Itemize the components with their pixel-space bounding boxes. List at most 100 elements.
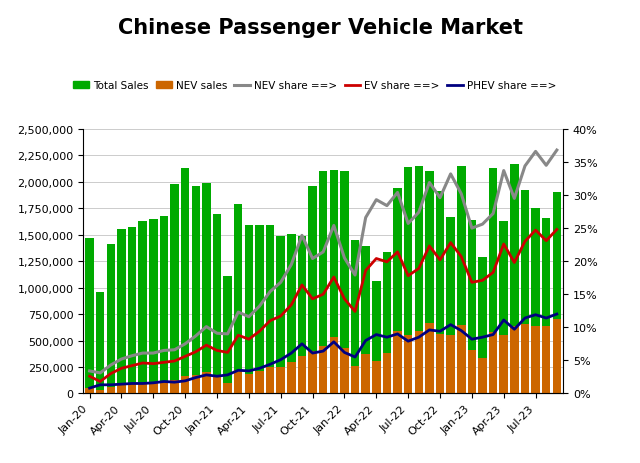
Bar [96,292,104,394]
PHEV share ==> [511,327,518,332]
EV share ==> [287,302,295,308]
EV share ==> [150,361,157,367]
Bar [415,167,423,394]
NEV share ==> [542,163,550,169]
Bar [340,348,349,394]
PHEV share ==> [468,337,476,342]
Bar [552,193,561,394]
Bar [468,350,476,394]
EV share ==> [330,275,338,280]
Bar [181,169,189,394]
NEV share ==> [500,169,508,174]
PHEV share ==> [266,362,274,367]
NEV share ==> [521,164,529,169]
EV share ==> [436,257,444,263]
PHEV share ==> [458,328,465,334]
EV share ==> [415,266,422,272]
EV share ==> [426,244,433,249]
Bar [425,323,434,394]
NEV share ==> [415,210,422,216]
PHEV share ==> [542,316,550,321]
Bar [383,252,391,394]
Bar [404,168,412,394]
NEV share ==> [181,341,189,347]
Bar [436,334,444,394]
NEV share ==> [277,280,285,286]
Bar [446,217,455,394]
NEV share ==> [308,256,316,262]
EV share ==> [319,292,327,297]
Bar [510,326,518,394]
Bar [542,219,550,394]
Line: NEV share ==>: NEV share ==> [90,151,557,373]
Bar [521,324,529,394]
PHEV share ==> [489,332,497,338]
NEV share ==> [160,348,168,353]
NEV share ==> [245,314,253,320]
PHEV share ==> [160,379,168,384]
EV share ==> [277,313,285,319]
PHEV share ==> [181,378,189,384]
NEV share ==> [298,233,306,238]
Bar [96,390,104,394]
Bar [308,351,317,394]
EV share ==> [202,343,210,348]
Bar [181,377,189,394]
NEV share ==> [479,222,486,227]
NEV share ==> [192,333,200,339]
Bar [128,228,136,394]
EV share ==> [224,350,232,356]
PHEV share ==> [500,318,508,323]
PHEV share ==> [255,366,263,371]
Bar [191,375,200,394]
Bar [521,191,529,394]
NEV share ==> [255,304,263,309]
PHEV share ==> [171,380,179,385]
NEV share ==> [202,324,210,330]
PHEV share ==> [404,338,412,344]
PHEV share ==> [277,357,285,363]
Bar [298,236,306,394]
Bar [159,382,168,394]
Bar [202,372,211,394]
EV share ==> [521,239,529,244]
NEV share ==> [340,256,348,261]
EV share ==> [213,348,221,353]
EV share ==> [86,374,93,379]
Bar [372,282,381,394]
PHEV share ==> [213,374,221,379]
PHEV share ==> [372,332,380,338]
Bar [457,167,465,394]
PHEV share ==> [553,312,561,317]
Bar [404,336,412,394]
Bar [276,367,285,394]
Bar [499,221,508,394]
NEV share ==> [404,221,412,227]
PHEV share ==> [415,335,422,340]
PHEV share ==> [479,335,486,340]
Bar [138,383,147,394]
PHEV share ==> [107,382,115,388]
Bar [446,335,455,394]
Bar [149,219,157,394]
EV share ==> [181,354,189,359]
Bar [351,240,359,394]
EV share ==> [458,254,465,260]
Text: Chinese Passenger Vehicle Market: Chinese Passenger Vehicle Market [118,18,522,38]
PHEV share ==> [340,350,348,356]
EV share ==> [171,358,179,364]
Bar [468,220,476,394]
NEV share ==> [107,363,115,368]
Bar [255,225,264,394]
EV share ==> [340,296,348,302]
EV share ==> [372,256,380,262]
Bar [117,230,125,394]
PHEV share ==> [234,368,242,373]
EV share ==> [394,250,401,255]
Bar [255,371,264,394]
Bar [531,326,540,394]
Bar [489,332,497,394]
PHEV share ==> [150,380,157,386]
Bar [234,370,243,394]
EV share ==> [500,242,508,247]
